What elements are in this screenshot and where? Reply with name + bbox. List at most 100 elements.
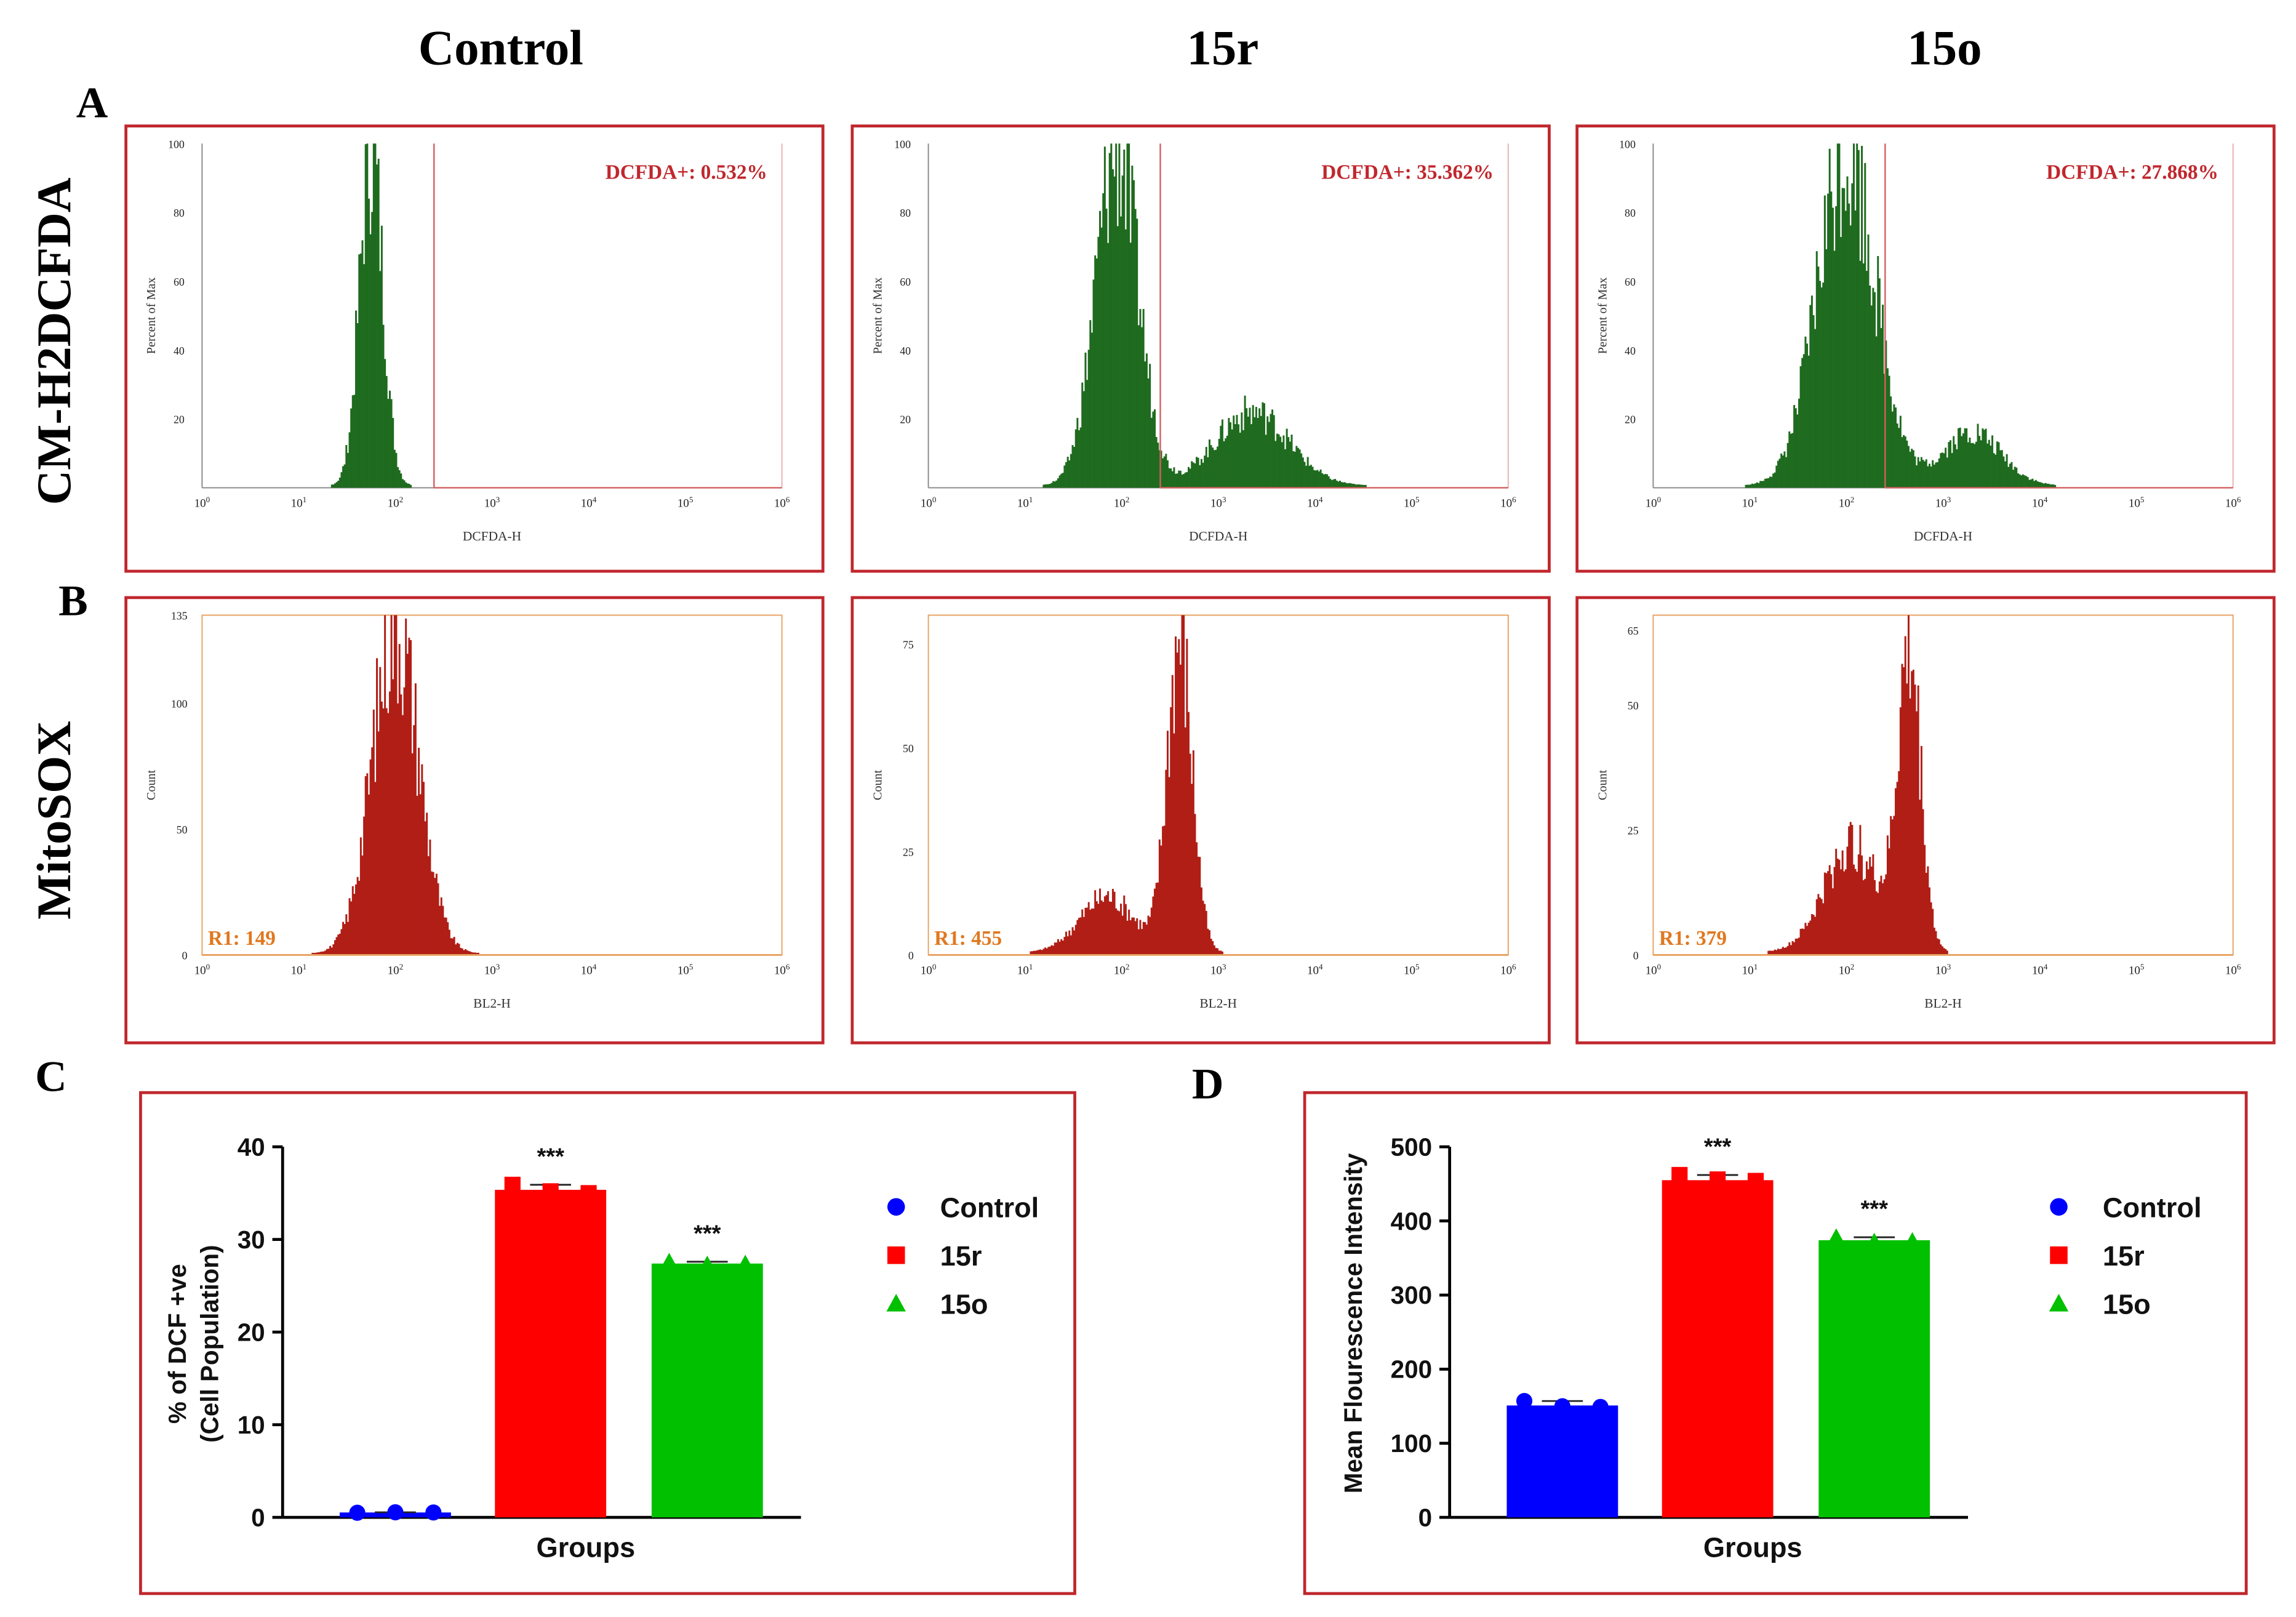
histogram-bin [1212, 941, 1214, 955]
histogram-bin [1823, 872, 1826, 955]
column-header-15o: 15o [1907, 21, 1982, 76]
histogram-bin [1865, 861, 1868, 955]
histogram-bin [1090, 908, 1093, 955]
histogram-bin [1899, 415, 1902, 488]
histogram-bin [1828, 865, 1831, 955]
histogram-bin [1843, 871, 1846, 955]
histogram-bin [1774, 949, 1776, 955]
histogram-bin [1943, 948, 1945, 955]
histogram-bin [1914, 684, 1916, 955]
histogram-bin [1363, 484, 1366, 488]
histogram-bin [1930, 466, 1932, 488]
histogram-bin [1147, 915, 1150, 955]
histogram-bin [427, 856, 430, 955]
gate-label: R1: 149 [208, 927, 276, 950]
legend-marker-circle [887, 1198, 905, 1216]
histogram-bin [348, 432, 351, 488]
histogram-bin [1904, 636, 1906, 955]
y-tick-label: 100 [1391, 1429, 1432, 1458]
histogram-bin [474, 952, 476, 955]
histogram-bin [1121, 915, 1124, 955]
y-axis-title: Count [145, 769, 158, 800]
histogram-bin [1142, 921, 1145, 955]
histogram-bin [1888, 375, 1890, 488]
y-tick-label: 40 [174, 345, 185, 357]
histogram-bin [1767, 478, 1770, 488]
histogram-bin [1809, 305, 1812, 488]
legend-marker-square [2050, 1246, 2068, 1264]
histogram-bin [1880, 327, 1882, 488]
histogram-bin [2026, 476, 2029, 488]
histogram-bin [398, 470, 401, 488]
histogram-bin [1340, 482, 1343, 488]
histogram-bin [345, 445, 348, 488]
histogram-bin [390, 399, 393, 488]
significance-label: *** [1704, 1134, 1732, 1160]
histogram-bin [1326, 474, 1329, 488]
histogram-bin [1996, 441, 1998, 488]
histogram-bin [1084, 907, 1087, 955]
x-tick-label: 100 [194, 495, 210, 510]
histogram-bin [1257, 418, 1259, 488]
histogram-bin [418, 747, 420, 955]
histogram-bin [1036, 950, 1038, 955]
histogram-bin [1033, 950, 1035, 955]
histogram-bin [1806, 343, 1809, 488]
histogram-bin [332, 944, 335, 955]
histogram-bin [1063, 465, 1066, 488]
histogram-bin [371, 212, 374, 488]
x-tick-label: 104 [581, 962, 597, 977]
histogram-bin [1901, 437, 1903, 488]
histogram-bin [1358, 484, 1361, 488]
histogram-bin [1875, 336, 1878, 488]
bar-charts: 0 10 20 30 40 *** *** Groups % of DCF +ve (Cell P… [139, 1091, 2248, 1595]
histogram-bin [385, 708, 388, 955]
histogram-bin [1975, 441, 1977, 488]
histogram-bin [367, 794, 370, 955]
x-tick-label: 103 [484, 495, 500, 510]
histogram-bin [1078, 918, 1080, 955]
histogram-bin [1137, 325, 1140, 488]
legend-label: Control [940, 1192, 1039, 1223]
panel-letter-d: D [1192, 1060, 1224, 1109]
histogram-bin [393, 449, 396, 488]
histogram-bin [1815, 251, 1818, 488]
x-axis-title: BL2-H [473, 996, 511, 1011]
histogram-bin [460, 947, 462, 955]
mitosox-panel-control: R1: 149 135 100 50 0 100 101 102 103 104 105 106 Cou… [124, 596, 825, 1045]
histogram-bin [382, 708, 385, 955]
histogram-bin [1141, 327, 1143, 488]
histogram-bin [1896, 782, 1898, 955]
histogram-bin [1788, 942, 1791, 955]
histogram-bin [1194, 463, 1196, 488]
histogram-bin [1265, 435, 1267, 488]
histogram-bin [355, 310, 357, 488]
histogram-bin [2022, 474, 2024, 488]
histogram-bin [1964, 428, 1966, 488]
histogram-bin [1084, 352, 1087, 488]
histogram-bin [1920, 746, 1922, 955]
histogram-bin [421, 764, 423, 955]
histogram-bin [1108, 901, 1111, 955]
histogram-bin [2002, 456, 2005, 488]
histogram-bin [1769, 950, 1771, 955]
histogram-bin [1268, 422, 1270, 488]
histogram-bin [1189, 468, 1191, 488]
histogram-bin [2018, 474, 2021, 488]
histogram-bin [1770, 950, 1773, 955]
x-tick-label: 100 [921, 495, 937, 510]
histogram-bin [422, 782, 425, 955]
data-point [736, 1254, 754, 1271]
data-point [1827, 1228, 1846, 1245]
histogram-bin [473, 952, 475, 955]
histogram-bin [1062, 941, 1064, 955]
histogram-bin [1924, 845, 1926, 955]
significance-label: *** [537, 1144, 564, 1170]
histogram-bin [1895, 788, 1897, 955]
histogram-bin [359, 253, 362, 488]
histogram-bin [376, 658, 378, 955]
histogram-bin [1197, 856, 1199, 955]
histogram-bin [1980, 440, 1982, 488]
histogram-bin [1836, 858, 1839, 955]
histogram-bin [1281, 442, 1283, 488]
